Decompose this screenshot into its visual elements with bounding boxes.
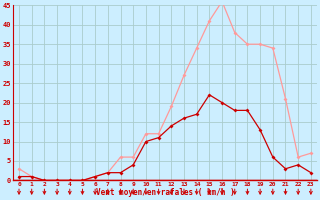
X-axis label: Vent moyen/en rafales ( km/h ): Vent moyen/en rafales ( km/h ) — [96, 188, 234, 197]
